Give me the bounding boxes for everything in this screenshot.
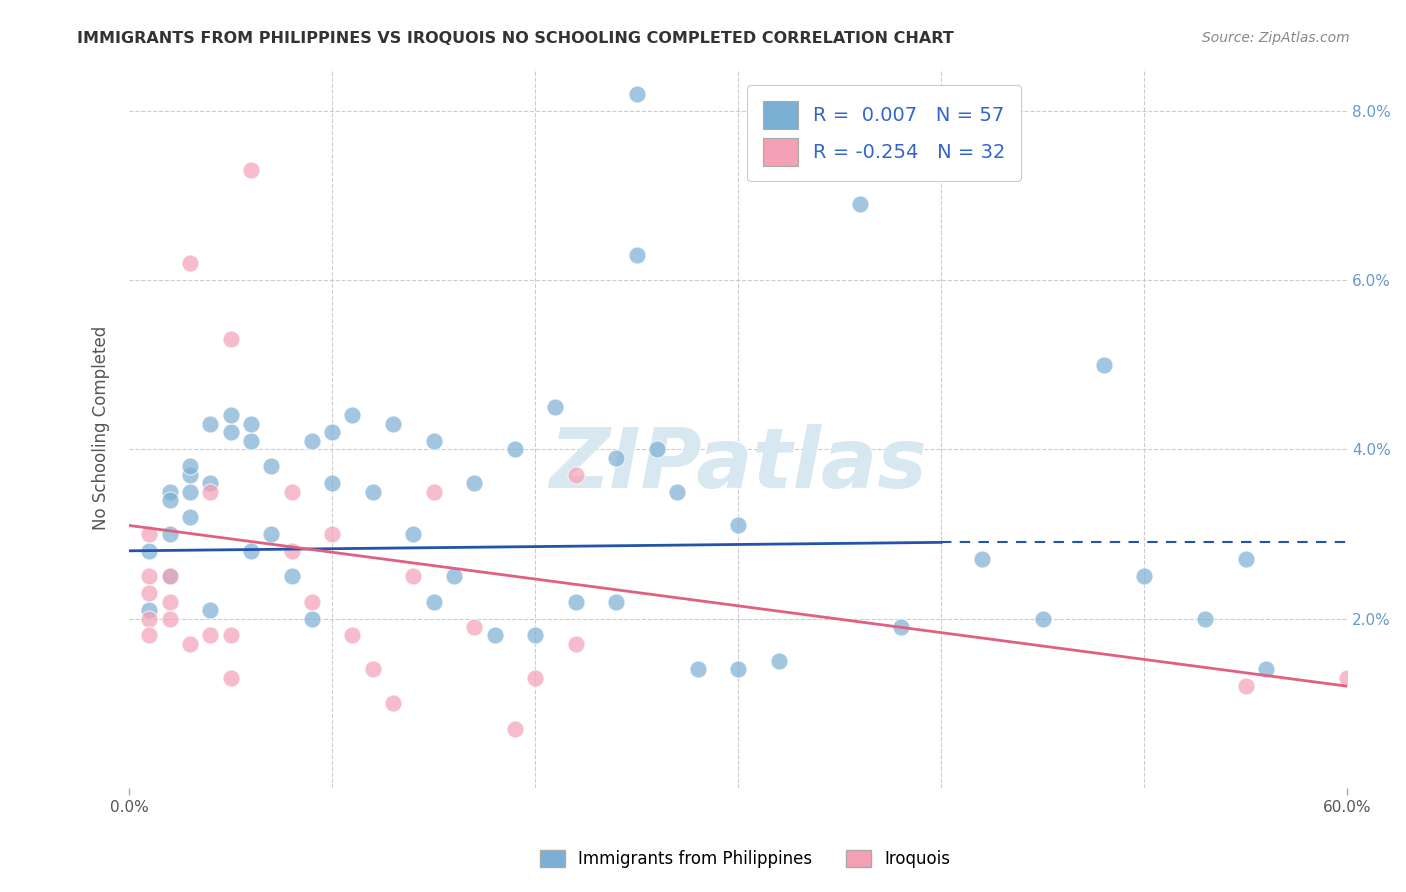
Point xyxy=(727,518,749,533)
Point xyxy=(260,527,283,541)
Point xyxy=(503,722,526,736)
Point xyxy=(159,569,181,583)
Point xyxy=(200,628,222,642)
Point xyxy=(564,637,586,651)
Point xyxy=(1234,679,1257,693)
Point xyxy=(382,417,405,431)
Point xyxy=(138,603,160,617)
Point xyxy=(727,662,749,676)
Point xyxy=(402,569,425,583)
Point xyxy=(301,434,323,448)
Point xyxy=(179,256,201,270)
Point xyxy=(342,628,364,642)
Point xyxy=(239,434,262,448)
Point xyxy=(463,620,485,634)
Point xyxy=(503,442,526,457)
Point xyxy=(342,409,364,423)
Point xyxy=(219,425,242,440)
Point xyxy=(1194,611,1216,625)
Point xyxy=(768,654,790,668)
Point xyxy=(219,628,242,642)
Legend: R =  0.007   N = 57, R = -0.254   N = 32: R = 0.007 N = 57, R = -0.254 N = 32 xyxy=(748,86,1021,181)
Point xyxy=(970,552,993,566)
Point xyxy=(260,459,283,474)
Point xyxy=(280,484,302,499)
Point xyxy=(200,476,222,491)
Point xyxy=(443,569,465,583)
Point xyxy=(138,586,160,600)
Point xyxy=(605,450,627,465)
Point xyxy=(402,527,425,541)
Point xyxy=(219,409,242,423)
Point xyxy=(1254,662,1277,676)
Point xyxy=(564,467,586,482)
Point xyxy=(138,544,160,558)
Point xyxy=(200,484,222,499)
Point xyxy=(280,569,302,583)
Legend: Immigrants from Philippines, Iroquois: Immigrants from Philippines, Iroquois xyxy=(533,843,957,875)
Point xyxy=(321,425,343,440)
Point xyxy=(301,611,323,625)
Point xyxy=(200,603,222,617)
Point xyxy=(179,459,201,474)
Point xyxy=(1234,552,1257,566)
Point xyxy=(645,442,668,457)
Point xyxy=(239,544,262,558)
Point xyxy=(179,484,201,499)
Point xyxy=(301,594,323,608)
Point xyxy=(138,527,160,541)
Point xyxy=(138,611,160,625)
Point xyxy=(626,87,648,101)
Point xyxy=(382,696,405,710)
Point xyxy=(1133,569,1156,583)
Point xyxy=(179,467,201,482)
Point xyxy=(239,417,262,431)
Point xyxy=(239,163,262,178)
Point xyxy=(524,671,547,685)
Point xyxy=(159,611,181,625)
Point xyxy=(219,671,242,685)
Point xyxy=(179,637,201,651)
Point xyxy=(280,544,302,558)
Point xyxy=(159,569,181,583)
Point xyxy=(179,510,201,524)
Point xyxy=(361,662,384,676)
Point xyxy=(544,400,567,414)
Text: Source: ZipAtlas.com: Source: ZipAtlas.com xyxy=(1202,31,1350,45)
Point xyxy=(890,620,912,634)
Point xyxy=(1336,671,1358,685)
Point xyxy=(219,332,242,346)
Point xyxy=(159,484,181,499)
Point xyxy=(200,417,222,431)
Text: IMMIGRANTS FROM PHILIPPINES VS IROQUOIS NO SCHOOLING COMPLETED CORRELATION CHART: IMMIGRANTS FROM PHILIPPINES VS IROQUOIS … xyxy=(77,31,955,46)
Point xyxy=(361,484,384,499)
Point xyxy=(524,628,547,642)
Point xyxy=(138,569,160,583)
Point xyxy=(1092,358,1115,372)
Point xyxy=(159,527,181,541)
Point xyxy=(564,594,586,608)
Point xyxy=(1032,611,1054,625)
Point xyxy=(159,493,181,508)
Point xyxy=(666,484,689,499)
Point xyxy=(484,628,506,642)
Text: ZIPatlas: ZIPatlas xyxy=(550,424,927,505)
Point xyxy=(321,476,343,491)
Point xyxy=(686,662,709,676)
Point xyxy=(422,434,444,448)
Point xyxy=(463,476,485,491)
Y-axis label: No Schooling Completed: No Schooling Completed xyxy=(93,326,110,530)
Point xyxy=(138,628,160,642)
Point xyxy=(422,484,444,499)
Point xyxy=(605,594,627,608)
Point xyxy=(321,527,343,541)
Point xyxy=(422,594,444,608)
Point xyxy=(849,197,872,211)
Point xyxy=(626,248,648,262)
Point xyxy=(159,594,181,608)
